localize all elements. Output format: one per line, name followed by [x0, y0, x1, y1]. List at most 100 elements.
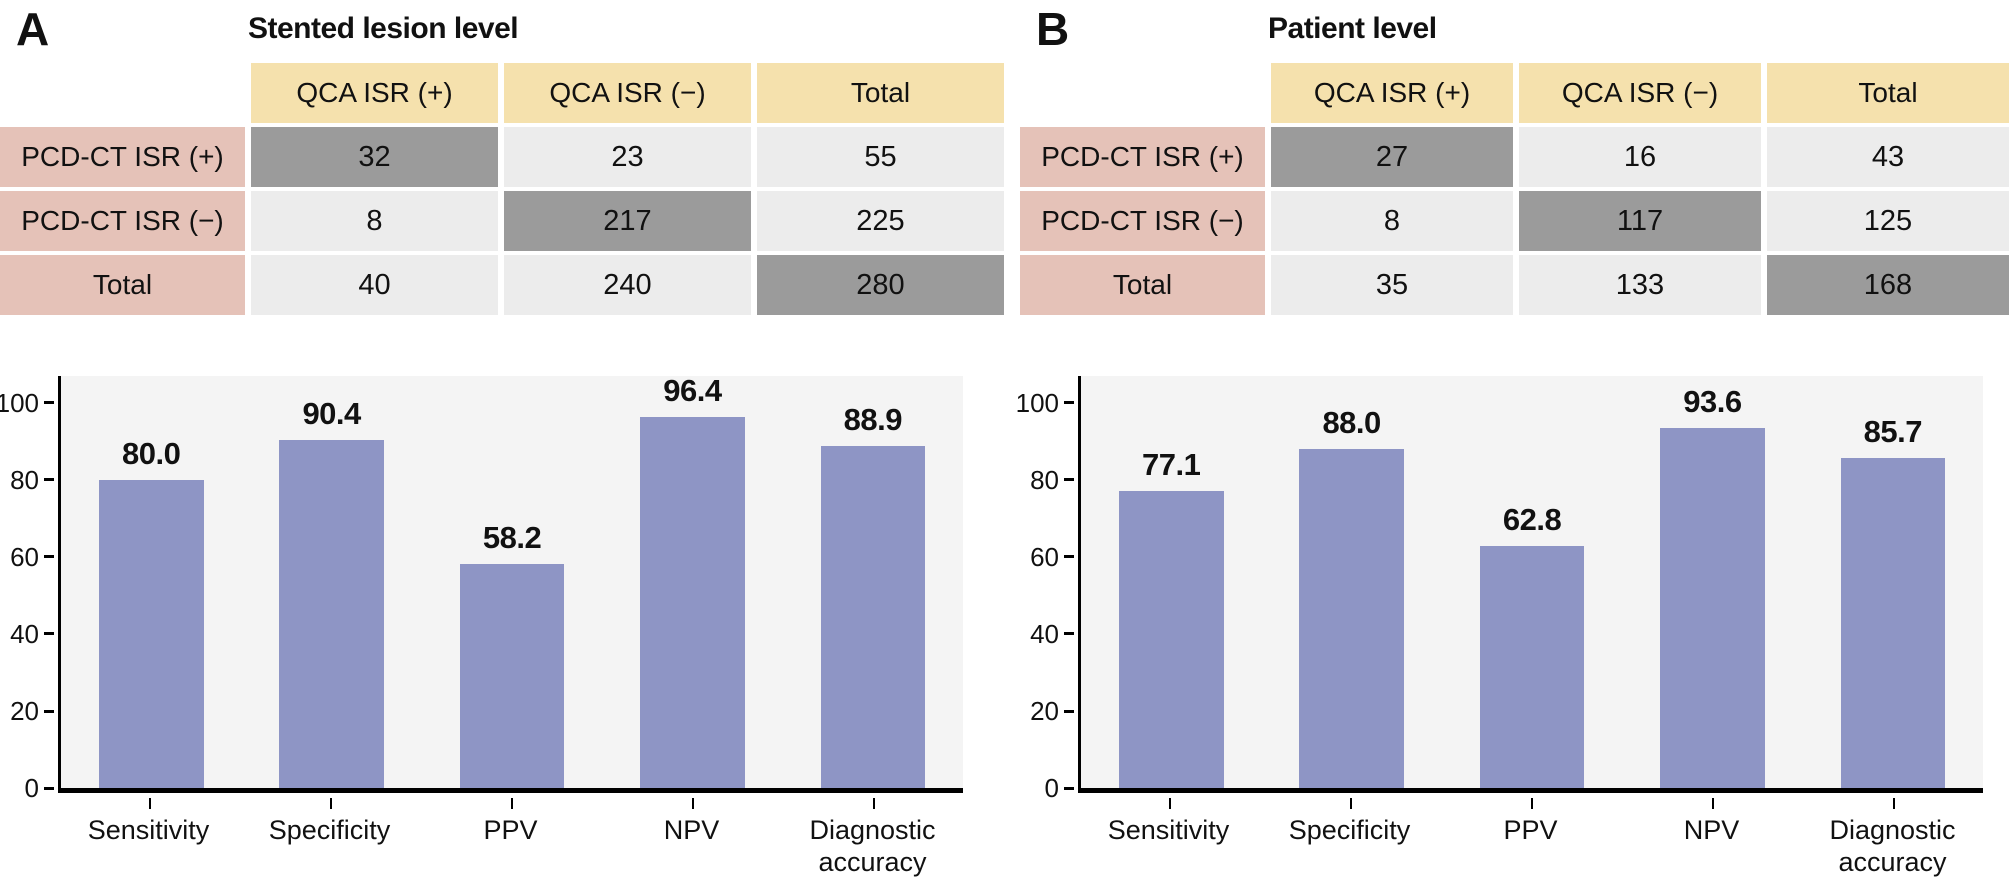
bar-slot: 80.0 [61, 376, 241, 788]
y-tick-label: 100 [1015, 387, 1059, 418]
bar [459, 563, 565, 788]
y-tick-mark [1064, 478, 1074, 482]
x-tick-mark [691, 798, 694, 809]
table-cell: 8 [251, 191, 498, 251]
bar-slot: 85.7 [1803, 376, 1983, 788]
y-tick-label: 100 [0, 387, 39, 418]
x-category-label: Specificity [1288, 815, 1411, 845]
table-cell: 117 [1519, 191, 1761, 251]
y-tick-label: 0 [24, 773, 39, 803]
x-category-label: Diagnostic accuracy [1829, 815, 1956, 877]
x-tick-mark [872, 798, 875, 809]
x-tick-mark [1711, 798, 1714, 809]
x-category-slot: Sensitivity [1078, 798, 1259, 879]
panel-title: Patient level [1268, 12, 1437, 45]
table-row-header: Total [1020, 255, 1265, 315]
table-cell: 280 [757, 255, 1004, 315]
y-tick-label: 80 [10, 464, 39, 495]
table-col-header: Total [1767, 63, 2009, 123]
x-category-label: PPV [483, 815, 538, 845]
y-tick-mark [44, 786, 54, 790]
bar-value-label: 88.0 [1322, 405, 1381, 441]
table-col-header: QCA ISR (−) [1519, 63, 1761, 123]
bar-value-label: 90.4 [302, 395, 361, 431]
bar-value-label: 77.1 [1142, 447, 1201, 483]
x-axis-labels: Sensitivity Specificity PPV NPV Diagnostic a… [1078, 798, 1983, 879]
table-cell: 35 [1271, 255, 1513, 315]
bar [1660, 427, 1765, 788]
table-row-header: Total [0, 255, 245, 315]
bar-slot: 88.0 [1261, 376, 1441, 788]
table-col-header: QCA ISR (+) [1271, 63, 1513, 123]
x-category-slot: PPV [420, 798, 601, 879]
table-cell: 23 [504, 127, 751, 187]
confusion-matrix-table: QCA ISR (+) QCA ISR (−) Total PCD-CT ISR (+… [1020, 63, 2009, 315]
y-tick-label: 60 [10, 541, 39, 572]
table-col-header: Total [757, 63, 1004, 123]
table-col-header: QCA ISR (−) [504, 63, 751, 123]
y-tick-label: 60 [1030, 541, 1059, 572]
table-cell: 168 [1767, 255, 2009, 315]
bar-slot: 93.6 [1622, 376, 1802, 788]
x-category-slot: NPV [601, 798, 782, 879]
bar-value-label: 85.7 [1863, 414, 1923, 450]
y-tick-mark [44, 478, 54, 482]
y-tick-mark [1064, 632, 1074, 636]
bars-row: 80.0 90.4 58.2 96.4 88.9 [61, 373, 963, 788]
x-tick-mark [510, 798, 513, 809]
panel-b: B Patient level QCA ISR (+) QCA ISR (−) To… [1016, 0, 2009, 877]
panel-a: A Stented lesion level QCA ISR (+) QCA IS… [0, 0, 1004, 877]
bar-slot: 58.2 [422, 376, 602, 788]
table-cell: 125 [1767, 191, 2009, 251]
y-tick-mark [1064, 709, 1074, 713]
table-cell: 55 [757, 127, 1004, 187]
table-cell: 8 [1271, 191, 1513, 251]
y-tick-mark [1064, 555, 1074, 559]
bar-slot: 62.8 [1442, 376, 1622, 788]
x-category-slot: Specificity [1259, 798, 1440, 879]
x-category-slot: Specificity [239, 798, 420, 879]
table-row-header: PCD-CT ISR (+) [0, 127, 245, 187]
bar-value-label: 88.9 [843, 401, 903, 437]
bar-slot: 96.4 [602, 373, 782, 788]
x-tick-mark [1530, 798, 1533, 809]
bars-row: 77.1 88.0 62.8 93.6 85.7 [1081, 376, 1983, 788]
x-category-label: Sensitivity [87, 815, 210, 845]
x-category-slot: Sensitivity [58, 798, 239, 879]
bar-slot: 77.1 [1081, 376, 1261, 788]
y-tick-label: 20 [10, 696, 39, 726]
table-col-header: QCA ISR (+) [251, 63, 498, 123]
panel-letter: B [1036, 3, 1069, 55]
y-tick-mark [1064, 786, 1074, 790]
table-cell: 225 [757, 191, 1004, 251]
bar [640, 416, 745, 788]
y-tick-label: 40 [1030, 618, 1059, 649]
bar-slot: 90.4 [241, 376, 421, 788]
x-tick-mark [1349, 798, 1352, 809]
bar-chart-plot: 80.0 90.4 58.2 96.4 88.9 0 20 40 60 80 100 [0, 373, 963, 801]
y-tick-mark [1064, 401, 1074, 405]
bar [1840, 458, 1946, 788]
x-axis-labels: Sensitivity Specificity PPV NPV Diagnostic a… [58, 798, 963, 879]
bar [98, 479, 204, 788]
x-category-label: NPV [663, 815, 720, 845]
table-corner-cell [1020, 63, 1265, 123]
bar-value-label: 93.6 [1683, 383, 1742, 419]
y-tick-label: 80 [1030, 464, 1059, 495]
x-category-slot: PPV [1440, 798, 1621, 879]
table-row-header: PCD-CT ISR (−) [0, 191, 245, 251]
y-tick-mark [44, 632, 54, 636]
x-category-label: Specificity [268, 815, 391, 845]
table-cell: 16 [1519, 127, 1761, 187]
x-tick-mark [148, 798, 151, 809]
panel-letter: A [16, 3, 49, 55]
x-category-label: PPV [1503, 815, 1558, 845]
bar [1118, 491, 1224, 788]
table-cell: 133 [1519, 255, 1761, 315]
bar [820, 445, 926, 788]
y-tick-label: 0 [1044, 773, 1059, 803]
table-cell: 43 [1767, 127, 2009, 187]
table-cell: 217 [504, 191, 751, 251]
x-category-label: NPV [1683, 815, 1740, 845]
panel-title: Stented lesion level [248, 12, 519, 45]
